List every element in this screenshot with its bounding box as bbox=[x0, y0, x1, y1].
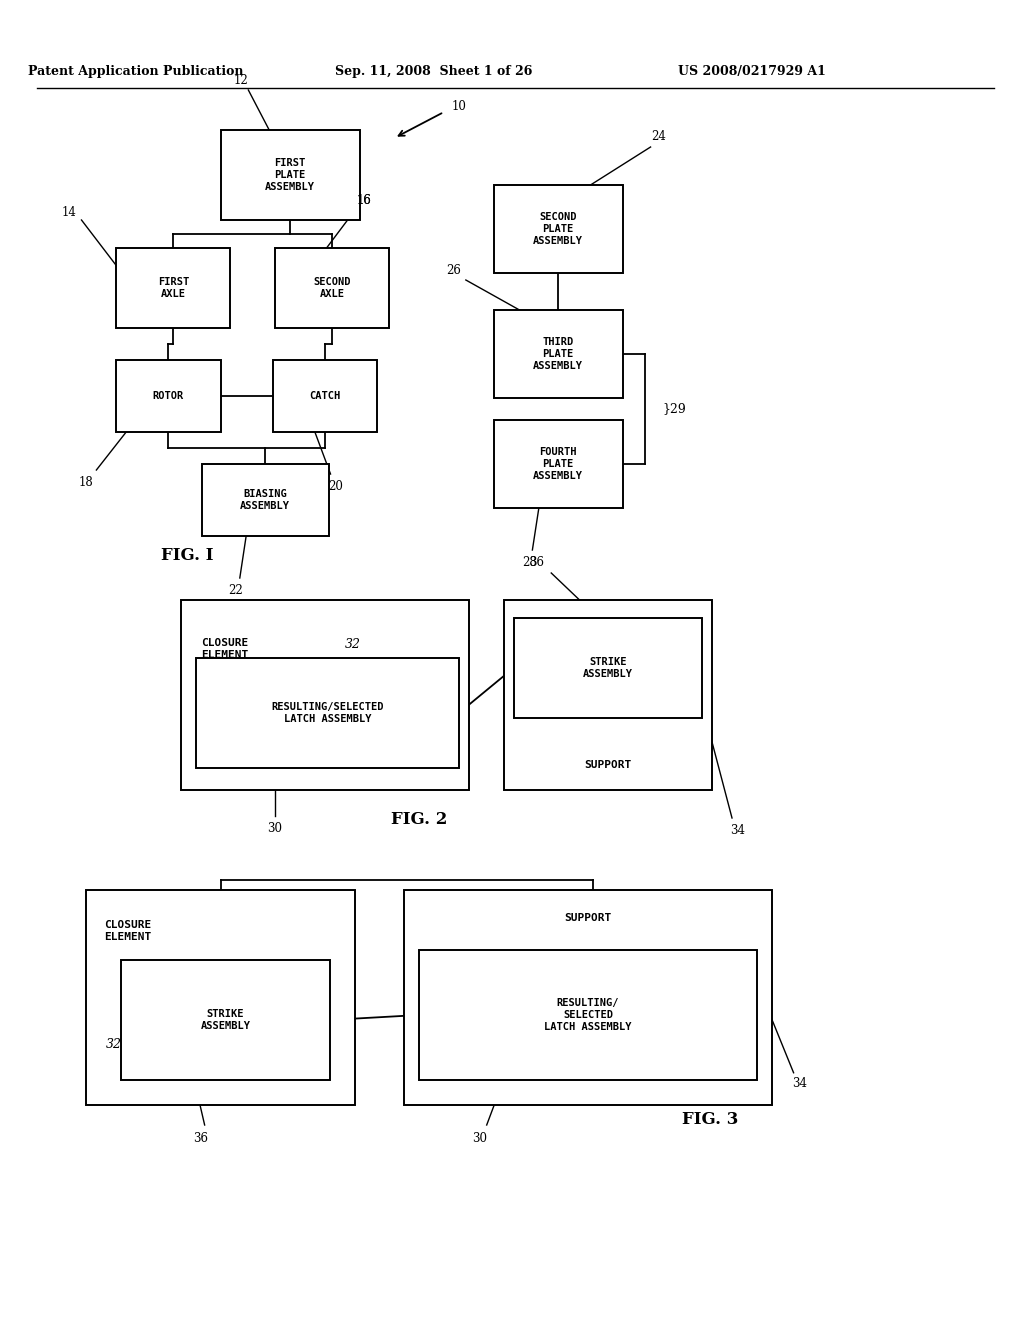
Bar bbox=[121, 960, 330, 1080]
Text: 16: 16 bbox=[356, 194, 372, 207]
Text: CLOSURE
ELEMENT: CLOSURE ELEMENT bbox=[201, 638, 248, 660]
Text: 16: 16 bbox=[356, 194, 372, 207]
Bar bbox=[275, 248, 389, 327]
Text: US 2008/0217929 A1: US 2008/0217929 A1 bbox=[678, 66, 825, 78]
Text: SUPPORT: SUPPORT bbox=[585, 760, 632, 770]
Text: 32: 32 bbox=[106, 1039, 122, 1052]
Text: 36: 36 bbox=[528, 556, 544, 569]
Text: 28: 28 bbox=[522, 556, 538, 569]
Text: STRIKE
ASSEMBLY: STRIKE ASSEMBLY bbox=[201, 1010, 251, 1031]
Text: 14: 14 bbox=[61, 206, 76, 219]
Text: Patent Application Publication: Patent Application Publication bbox=[29, 66, 244, 78]
Text: STRIKE
ASSEMBLY: STRIKE ASSEMBLY bbox=[583, 657, 633, 678]
Text: RESULTING/
SELECTED
LATCH ASSEMBLY: RESULTING/ SELECTED LATCH ASSEMBLY bbox=[544, 998, 632, 1032]
Bar bbox=[419, 950, 757, 1080]
Text: THIRD
PLATE
ASSEMBLY: THIRD PLATE ASSEMBLY bbox=[534, 338, 584, 371]
Text: FIRST
AXLE: FIRST AXLE bbox=[158, 277, 189, 298]
Text: 32: 32 bbox=[345, 638, 360, 651]
Text: 26: 26 bbox=[446, 264, 462, 276]
Text: FIG. 2: FIG. 2 bbox=[391, 812, 447, 829]
Bar bbox=[504, 601, 712, 789]
Text: BIASING
ASSEMBLY: BIASING ASSEMBLY bbox=[241, 490, 290, 511]
Bar bbox=[86, 890, 354, 1105]
Text: CLOSURE
ELEMENT: CLOSURE ELEMENT bbox=[104, 920, 152, 941]
Text: SECOND
PLATE
ASSEMBLY: SECOND PLATE ASSEMBLY bbox=[534, 213, 584, 246]
Text: FIG. I: FIG. I bbox=[161, 546, 213, 564]
Bar bbox=[494, 310, 623, 399]
Bar bbox=[513, 618, 702, 718]
Text: 34: 34 bbox=[730, 824, 745, 837]
Bar bbox=[404, 890, 772, 1105]
Text: FOURTH
PLATE
ASSEMBLY: FOURTH PLATE ASSEMBLY bbox=[534, 447, 584, 480]
Text: FIRST
PLATE
ASSEMBLY: FIRST PLATE ASSEMBLY bbox=[265, 158, 315, 191]
Text: ROTOR: ROTOR bbox=[153, 391, 184, 401]
Text: 36: 36 bbox=[193, 1131, 208, 1144]
Text: CATCH: CATCH bbox=[309, 391, 341, 401]
Text: Sep. 11, 2008  Sheet 1 of 26: Sep. 11, 2008 Sheet 1 of 26 bbox=[336, 66, 532, 78]
Text: RESULTING/SELECTED
LATCH ASSEMBLY: RESULTING/SELECTED LATCH ASSEMBLY bbox=[271, 702, 384, 723]
Text: 12: 12 bbox=[234, 74, 249, 87]
Bar bbox=[202, 465, 329, 536]
Bar bbox=[196, 657, 459, 768]
Bar bbox=[273, 360, 378, 432]
Bar bbox=[117, 360, 220, 432]
Text: 24: 24 bbox=[651, 131, 666, 144]
Text: 30: 30 bbox=[267, 821, 283, 834]
Text: FIG. 3: FIG. 3 bbox=[682, 1111, 738, 1129]
Text: 18: 18 bbox=[79, 475, 94, 488]
Text: 30: 30 bbox=[472, 1131, 487, 1144]
Text: SUPPORT: SUPPORT bbox=[564, 913, 611, 923]
Text: 34: 34 bbox=[792, 1077, 807, 1090]
Text: }29: }29 bbox=[663, 403, 686, 416]
Bar bbox=[494, 420, 623, 508]
Bar bbox=[220, 129, 359, 220]
Bar bbox=[117, 248, 230, 327]
Text: 22: 22 bbox=[228, 583, 244, 597]
Bar bbox=[494, 185, 623, 273]
Text: 10: 10 bbox=[452, 100, 466, 114]
Text: SECOND
AXLE: SECOND AXLE bbox=[313, 277, 351, 298]
Bar bbox=[181, 601, 469, 789]
Text: 20: 20 bbox=[329, 479, 343, 492]
